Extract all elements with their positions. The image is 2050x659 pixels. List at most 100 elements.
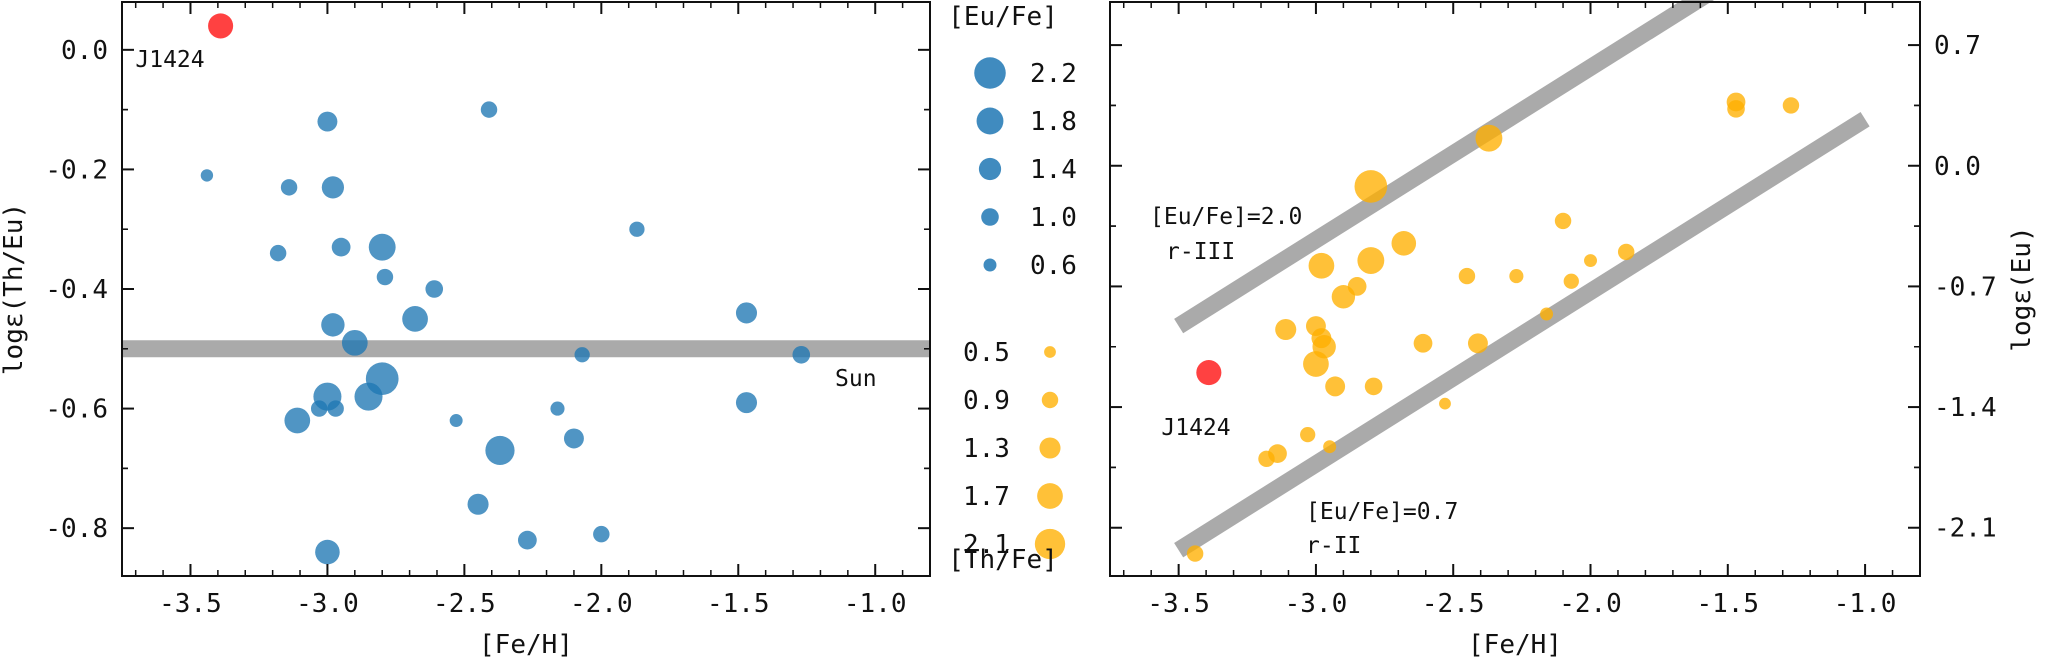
left-data-point	[735, 392, 758, 414]
left-highlight-label: J1424	[135, 47, 204, 73]
right-x-tick-label: -3.5	[1147, 589, 1210, 619]
left-x-axis-label: [Fe/H]	[479, 630, 573, 659]
legend-th-marker	[1044, 346, 1056, 358]
legend-eu-label: 2.2	[1030, 59, 1077, 89]
right-data-point	[1325, 376, 1346, 397]
left-data-point	[341, 329, 368, 356]
left-data-point	[284, 407, 311, 434]
left-data-point	[425, 280, 444, 298]
legend: [Eu/Fe] 2.21.81.41.00.6 0.50.91.31.72.1 …	[948, 2, 1077, 575]
left-data-point	[449, 414, 463, 428]
legend-th-marker	[1037, 483, 1063, 509]
right-data-point	[1727, 100, 1745, 118]
left-data-point	[480, 101, 498, 118]
right-data-point	[1268, 444, 1287, 463]
r2-reference-band	[1174, 112, 1870, 558]
right-y-tick-label: 0.7	[1934, 31, 1981, 61]
right-data-point	[1540, 307, 1554, 321]
left-data-point	[331, 237, 351, 257]
legend-eu-label: 0.6	[1030, 251, 1077, 281]
right-data-point	[1563, 273, 1579, 289]
left-data-point	[550, 401, 565, 416]
right-x-tick-label: -1.0	[1834, 589, 1897, 619]
left-y-tick-label: -0.4	[45, 275, 108, 305]
right-data-point	[1584, 254, 1597, 268]
legend-eu-label: 1.4	[1030, 155, 1077, 185]
left-x-tick-label: -1.0	[844, 589, 907, 619]
sun-label: Sun	[835, 366, 877, 392]
right-y-tick-label: -0.7	[1934, 272, 1997, 302]
right-y-tick-label: -2.1	[1934, 514, 1997, 544]
left-plot-frame	[121, 1, 931, 577]
right-y-tick-label: -1.4	[1934, 393, 1997, 423]
left-data-point	[321, 176, 345, 199]
right-data-point	[1467, 333, 1488, 354]
r2-line-label: [Eu/Fe]=0.7	[1306, 499, 1458, 525]
right-panel: -3.5 -3.0 -2.5 -2.0 -1.5 -1.0 0.7 0.0 -0.7 -1.4 -2…	[1109, 0, 2037, 659]
right-data-point	[1308, 252, 1335, 279]
left-data-point	[593, 525, 610, 543]
right-data-point	[1413, 333, 1433, 353]
left-x-tick-label: -3.0	[296, 589, 359, 619]
legend-th-label: 1.3	[963, 434, 1010, 464]
right-y-tick-label: 0.0	[1934, 152, 1981, 182]
right-data-point	[1275, 318, 1297, 341]
left-data-point	[317, 111, 338, 132]
left-data-point	[321, 313, 345, 337]
right-data-point	[1554, 212, 1572, 230]
right-x-tick-label: -2.0	[1559, 589, 1622, 619]
right-data-point	[1782, 97, 1800, 114]
left-data-point	[792, 345, 811, 364]
left-panel: -3.5 -3.0 -2.5 -2.0 -1.5 -1.0 0.0 -0.2 -0.4 -0.6 -…	[0, 1, 931, 659]
left-y-tick-label: -0.6	[45, 395, 108, 425]
left-y-tick-label: 0.0	[61, 36, 108, 66]
right-x-tick-label: -3.0	[1285, 589, 1348, 619]
legend-th-title: [Th/Fe]	[948, 545, 1058, 575]
legend-th-label: 0.5	[963, 338, 1010, 368]
right-data-point	[1347, 277, 1367, 296]
r2-line-sublabel: r-II	[1306, 533, 1361, 559]
right-data-point	[1458, 267, 1476, 285]
left-x-tick-label: -2.5	[433, 589, 496, 619]
left-data-point	[365, 362, 399, 396]
left-data-point	[629, 221, 645, 237]
left-highlight-point	[208, 13, 234, 39]
right-x-tick-label: -2.5	[1422, 589, 1485, 619]
left-data-point	[269, 244, 287, 262]
r3-line-label: [Eu/Fe]=2.0	[1150, 204, 1302, 230]
right-data-point	[1312, 335, 1336, 359]
right-highlight-label: J1424	[1161, 415, 1230, 441]
right-data-point	[1475, 124, 1503, 152]
legend-th-label: 2.1	[963, 530, 1010, 560]
right-x-tick-label: -1.5	[1696, 589, 1759, 619]
left-data-point	[574, 347, 590, 363]
left-data-point	[735, 302, 758, 324]
legend-th-marker	[1034, 528, 1066, 560]
left-data-point	[327, 400, 344, 417]
legend-th-label: 1.7	[963, 482, 1010, 512]
right-y-axis-label: logε(Eu)	[2007, 226, 2037, 351]
legend-eu-label: 1.0	[1030, 203, 1077, 233]
legend-th-marker	[1039, 437, 1061, 459]
left-data-point	[200, 169, 214, 182]
legend-eu-marker	[978, 157, 1002, 181]
left-data-point	[280, 179, 298, 196]
left-y-axis-label: logε(Th/Eu)	[0, 203, 29, 375]
right-data-point	[1509, 269, 1524, 284]
legend-eu-marker	[983, 258, 997, 272]
right-data-point	[1186, 545, 1204, 562]
legend-eu-label: 1.8	[1030, 107, 1077, 137]
right-data-point	[1364, 377, 1383, 396]
legend-eu-marker	[976, 107, 1004, 135]
left-data-point	[563, 428, 584, 449]
r3-line-sublabel: r-III	[1166, 239, 1235, 265]
left-y-tick-label: -0.8	[45, 514, 108, 544]
right-x-axis-label: [Fe/H]	[1468, 630, 1562, 659]
legend-eu-title: [Eu/Fe]	[948, 2, 1058, 32]
right-highlight-point	[1196, 360, 1222, 386]
legend-th-label: 0.9	[963, 386, 1010, 416]
r3-reference-band	[1174, 0, 1715, 334]
right-data-point	[1323, 440, 1337, 454]
left-x-tick-label: -1.5	[707, 589, 770, 619]
legend-th-marker	[1041, 391, 1059, 409]
